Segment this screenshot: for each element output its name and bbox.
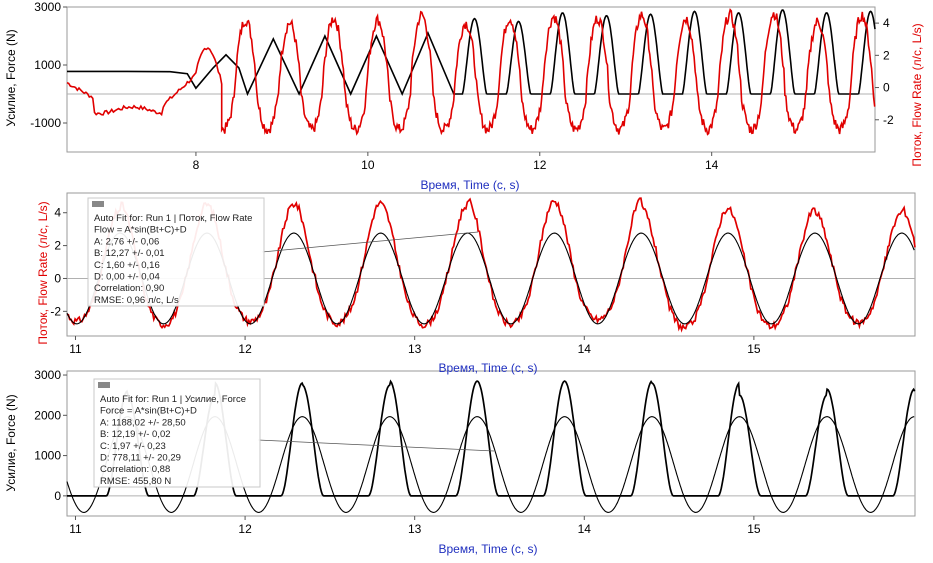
chart2-plot-frame: [66, 192, 916, 337]
chart2-fit-text: Correlation: 0,90: [94, 283, 164, 294]
chart2-y-axis-label: Поток, Flow Rate (л/с, L/s): [36, 201, 50, 344]
chart3-x-tick-label: 11: [69, 522, 82, 536]
chart1-y-tick-label: -1000: [30, 116, 61, 130]
chart2-x-tick-label: 15: [747, 342, 761, 356]
chart2-y-tick-label: 0: [54, 271, 61, 285]
chart1-x-axis-label: Время, Time (с, s): [421, 178, 520, 192]
chart1-y-tick-label: 1000: [34, 58, 61, 72]
chart3-fit-text: RMSE: 455,80 N: [100, 476, 171, 487]
chart3-x-tick-label: 12: [238, 522, 252, 536]
chart3-y-axis-label: Усилие, Force (N): [4, 394, 18, 491]
chart2-y-tick-label: 2: [54, 239, 61, 253]
chart-force-flow-overview: 8 10 12 14 -1000 1000 3000 -2 0 2 4: [30, 0, 894, 172]
chart1-y-right-tick-label: -2: [883, 113, 894, 127]
chart2-x-tick-label: 12: [238, 342, 252, 356]
chart3-x-axis-label: Время, Time (с, s): [439, 542, 538, 556]
chart1-flow-line: [66, 8, 876, 136]
chart3-x-tick-label: 13: [408, 522, 422, 536]
chart3-y-tick-label: 1000: [34, 449, 61, 463]
chart3-plot-frame: [66, 370, 916, 517]
chart3-x-tick-label: 15: [747, 522, 761, 536]
chart3-fit-text: A: 1188,02 +/- 28,50: [100, 417, 186, 428]
chart2-fit-text: C: 1,60 +/- 0,16: [94, 260, 160, 271]
chart1-y-right-tick-label: 0: [883, 81, 890, 95]
chart3-fit-text: D: 778,11 +/- 20,29: [100, 453, 181, 464]
chart1-y-tick-label: 3000: [34, 0, 61, 14]
chart2-fit-text: D: 0,00 +/- 0,04: [94, 272, 160, 283]
chart2-fit-text: Auto Fit for: Run 1 | Поток, Flow Rate: [94, 213, 252, 224]
chart1-force-line: [67, 9, 876, 97]
chart1-y-axis-label-right: Поток, Flow Rate (л/с, L/s): [910, 23, 924, 166]
chart1-x-tick-label: 8: [193, 158, 200, 172]
chart3-y-tick-label: 3000: [34, 368, 61, 382]
chart2-fit-text: Flow = A*sin(Bt+C)+D: [94, 225, 187, 236]
chart2-fit-box: [87, 197, 265, 307]
chart-force-fit: 11 12 13 14 15 0 1000 2000 3000 Auto Fit for: Run…: [34, 368, 916, 536]
chart2-x-tick-label: 13: [408, 342, 422, 356]
chart1-x-tick-label: 12: [533, 158, 547, 172]
chart3-y-tick-label: 2000: [34, 408, 61, 422]
chart1-x-tick-label: 10: [361, 158, 375, 172]
chart1-plot-frame: [66, 6, 876, 153]
chart1-y-right-tick-label: 4: [883, 16, 890, 30]
chart3-fit-text: C: 1,97 +/- 0,23: [100, 441, 166, 452]
chart2-x-tick-label: 14: [578, 342, 592, 356]
chart2-fit-box-handle: [92, 201, 104, 207]
chart2-fit-text: A: 2,76 +/- 0,06: [94, 236, 159, 247]
chart3-fit-text: B: 12,19 +/- 0,02: [100, 429, 171, 440]
chart1-y-axis-label: Усилие, Force (N): [4, 29, 18, 126]
chart3-y-tick-label: 0: [54, 489, 61, 503]
chart3-fit-box: [93, 378, 261, 488]
chart2-x-tick-label: 11: [69, 342, 82, 356]
chart2-fit-box-leader: [261, 231, 479, 253]
chart-flow-fit: 11 12 13 14 15 -2 0 2 4 Auto Fit for: Run 1 | Пот…: [50, 192, 916, 356]
chart1-x-tick-label: 14: [705, 158, 719, 172]
chart3-fit-text: Correlation: 0,88: [100, 464, 170, 475]
chart2-y-tick-label: -2: [50, 304, 61, 318]
chart3-x-tick-label: 14: [578, 522, 592, 536]
chart2-y-tick-label: 4: [54, 206, 61, 220]
chart1-y-right-tick-label: 2: [883, 48, 890, 62]
chart3-fit-box-leader: [257, 439, 495, 452]
chart2-x-axis-label: Время, Time (с, s): [439, 361, 538, 375]
chart2-fit-text: RMSE: 0,96 л/с, L/s: [94, 295, 179, 306]
chart2-fit-text: B: 12,27 +/- 0,01: [94, 248, 165, 259]
chart3-fit-text: Force = A*sin(Bt+C)+D: [100, 406, 197, 417]
chart3-fit-text: Auto Fit for: Run 1 | Усилие, Force: [100, 394, 246, 405]
chart3-fit-box-handle: [98, 382, 110, 388]
